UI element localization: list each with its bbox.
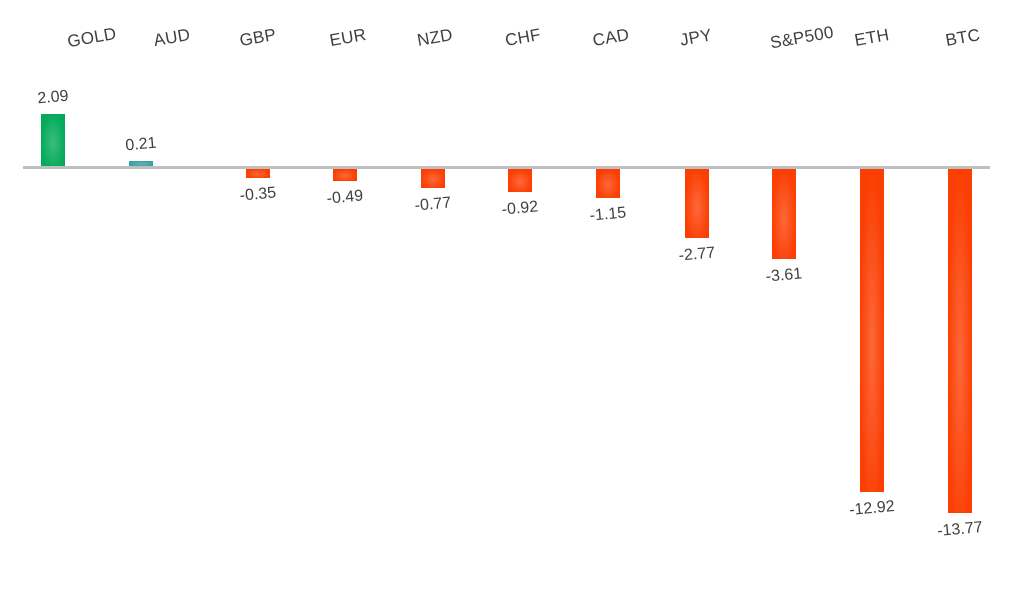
category-label-chf: CHF (503, 25, 543, 50)
value-label-gbp: -0.35 (239, 184, 277, 205)
category-label-btc: BTC (944, 25, 982, 50)
bar-jpy (685, 169, 709, 238)
bar-eur (333, 169, 357, 181)
value-label-eur: -0.49 (326, 187, 364, 208)
value-label-aud: 0.21 (124, 134, 158, 155)
category-label-eur: EUR (328, 24, 368, 51)
value-label-btc: -13.77 (936, 519, 984, 540)
bar-sp500 (772, 169, 796, 259)
bar-aud (129, 161, 153, 166)
bar-cad (596, 169, 620, 198)
value-label-chf: -0.92 (501, 198, 539, 219)
bar-btc (948, 169, 972, 513)
value-label-eth: -12.92 (848, 498, 896, 519)
category-label-nzd: NZD (415, 25, 455, 50)
value-label-nzd: -0.77 (414, 194, 452, 215)
bar-eth (860, 169, 884, 492)
category-label-gold: GOLD (65, 23, 118, 52)
category-label-sp500: S&P500 (768, 22, 836, 53)
value-label-jpy: -2.77 (678, 244, 716, 265)
x-axis-line (23, 166, 990, 169)
category-label-cad: CAD (591, 24, 631, 51)
value-label-gold: 2.09 (36, 87, 70, 108)
value-label-sp500: -3.61 (765, 265, 803, 286)
bar-gbp (246, 169, 270, 178)
bar-gold (41, 114, 65, 166)
bar-chf (508, 169, 532, 192)
category-label-aud: AUD (152, 24, 192, 51)
category-label-gbp: GBP (238, 24, 278, 51)
value-label-cad: -1.15 (589, 204, 627, 225)
category-label-jpy: JPY (678, 25, 714, 50)
category-label-eth: ETH (853, 25, 891, 50)
bar-nzd (421, 169, 445, 188)
